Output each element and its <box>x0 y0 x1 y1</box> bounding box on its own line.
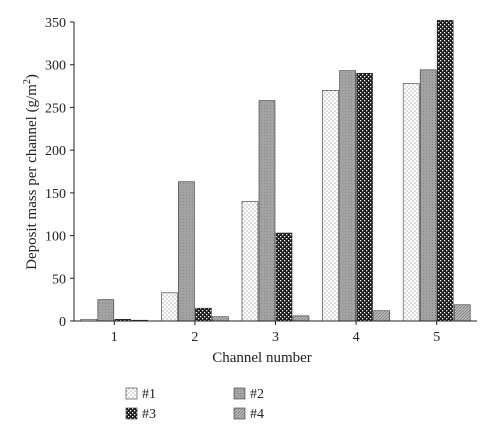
y-axis-ticks: 0 50 100 150 200 250 300 350 <box>45 16 74 330</box>
legend-swatch <box>125 407 138 420</box>
legend-label: #1 <box>142 387 156 402</box>
y-axis-label: Deposit mass per channel (g/m2) <box>22 74 40 270</box>
legend-swatch <box>233 387 246 400</box>
bars-group <box>80 19 471 322</box>
y-tick-label: 250 <box>45 101 66 116</box>
y-tick-label: 350 <box>45 16 66 31</box>
y-tick-label: 0 <box>59 315 66 330</box>
bar-series-1-channel-3 <box>241 201 259 322</box>
bar-series-3-channel-2 <box>195 307 212 322</box>
y-tick-label: 200 <box>45 144 66 159</box>
legend-label: #4 <box>250 407 264 422</box>
x-axis-label: Channel number <box>212 350 312 366</box>
y-tick-label: 50 <box>52 272 66 287</box>
bar-series-1-channel-5 <box>402 83 420 322</box>
bar-series-1-channel-4 <box>322 90 339 322</box>
legend-label: #2 <box>250 387 264 402</box>
bar-series-1-channel-2 <box>161 292 178 322</box>
x-tick-label: 4 <box>353 330 360 345</box>
bar-series-4-channel-3 <box>292 315 310 322</box>
bar-series-4-channel-5 <box>453 304 471 322</box>
legend-swatch <box>233 407 246 420</box>
bar-series-2-channel-5 <box>419 69 437 322</box>
x-tick-label: 3 <box>272 330 279 345</box>
bar-series-2-channel-4 <box>339 70 356 322</box>
x-tick-label: 1 <box>111 330 118 345</box>
y-tick-label: 300 <box>45 59 66 74</box>
legend-swatch <box>125 387 138 400</box>
bar-series-3-channel-4 <box>356 72 373 322</box>
bar-series-2-channel-3 <box>258 100 276 322</box>
y-tick-label: 100 <box>45 230 66 245</box>
x-tick-label: 2 <box>191 330 198 345</box>
x-tick-label: 5 <box>433 330 440 345</box>
bar-series-4-channel-4 <box>373 310 390 322</box>
y-tick-label: 150 <box>45 187 66 202</box>
bar-series-2-channel-1 <box>97 299 115 322</box>
bar-series-2-channel-2 <box>178 181 195 322</box>
x-axis-ticks: 1 2 3 4 5 <box>111 321 440 345</box>
legend-label: #3 <box>142 407 156 422</box>
bar-series-4-channel-2 <box>212 316 229 322</box>
bar-series-3-channel-5 <box>436 19 454 322</box>
bar-series-3-channel-3 <box>275 232 293 322</box>
legend: #1 #2 #3 #4 <box>125 387 264 422</box>
